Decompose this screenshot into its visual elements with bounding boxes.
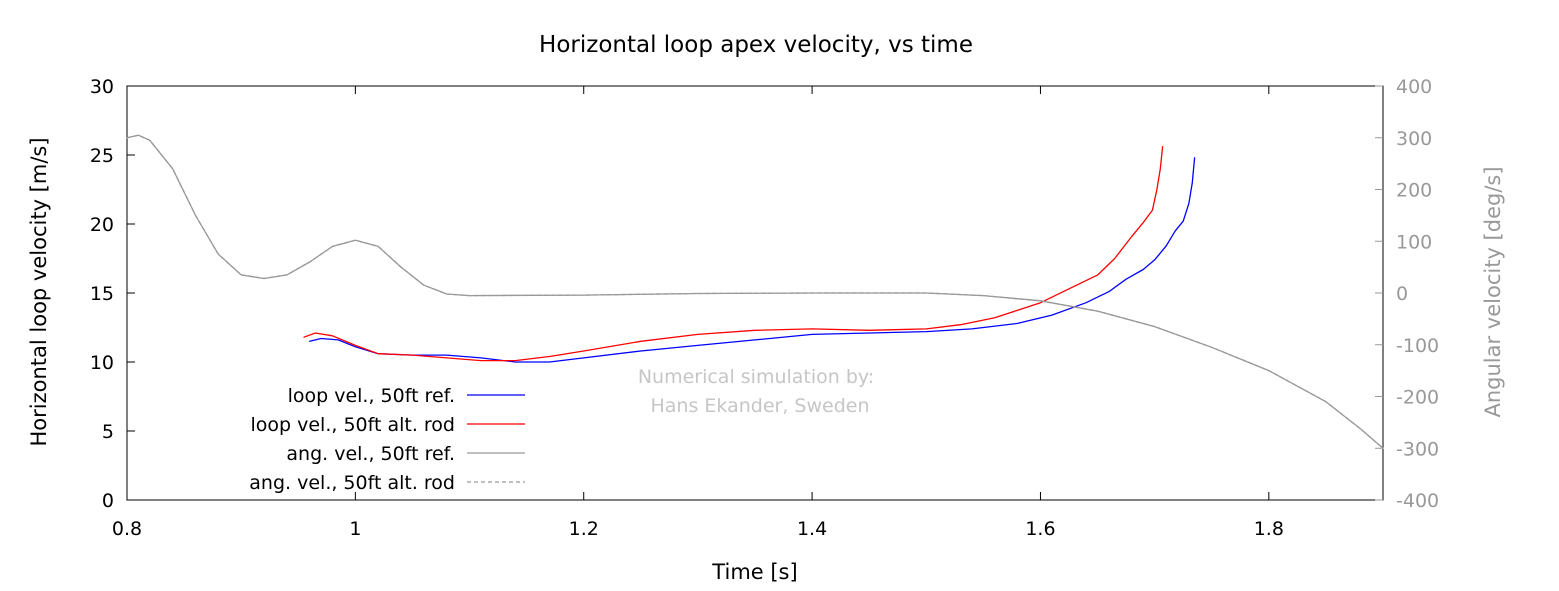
y-tick-label: 30 [90,76,114,98]
series-line-ang-vel-50ft-alt-rod [126,134,1384,449]
x-tick-label: 0.8 [112,518,142,540]
y-tick-label: 0 [102,490,114,512]
y2-tick-label: 300 [1396,128,1432,150]
legend: loop vel., 50ft ref. loop vel., 50ft alt.… [249,385,525,494]
y2-tick-label: -400 [1396,490,1439,512]
y-axis-ticks: 0 5 10 15 20 25 30 [90,76,135,512]
y2-tick-label: -200 [1396,387,1439,409]
y-axis-title: Horizontal loop velocity [m/s] [27,137,51,446]
x-axis-title: Time [s] [711,560,797,584]
y2-tick-label: -300 [1396,438,1439,460]
x-tick-label: 1.4 [797,518,827,540]
x-tick-label: 1.6 [1025,518,1055,540]
y2-tick-label: 400 [1396,76,1432,98]
chart-title: Horizontal loop apex velocity, vs time [539,32,973,58]
watermark-annotation: Numerical simulation by: Hans Ekander, S… [638,366,874,417]
x-tick-label: 1.8 [1254,518,1284,540]
watermark-line-2: Hans Ekander, Sweden [651,395,870,417]
x-tick-label: 1 [349,518,361,540]
series-layer [126,134,1384,449]
y2-axis-title: Angular velocity [deg/s] [1481,166,1505,417]
series-line-loop-vel-50ft-alt-rod [303,146,1164,362]
x-tick-label: 1.2 [569,518,599,540]
y2-tick-label: -100 [1396,335,1439,357]
y-tick-label: 15 [90,283,114,305]
y-tick-label: 20 [90,214,114,236]
watermark-line-1: Numerical simulation by: [638,366,874,388]
legend-label: ang. vel., 50ft ref. [286,443,455,465]
y2-axis-ticks: -400 -300 -200 -100 0 100 200 300 400 [1375,76,1439,512]
y-tick-label: 25 [90,145,114,167]
y-tick-label: 10 [90,352,114,374]
y2-tick-label: 0 [1396,283,1408,305]
y2-tick-label: 100 [1396,231,1432,253]
series-line-loop-vel-50ft-ref [309,157,1196,363]
y2-tick-label: 200 [1396,180,1432,202]
legend-label: ang. vel., 50ft alt. rod [249,472,455,494]
x-axis-ticks: 0.8 1 1.2 1.4 1.6 1.8 [112,86,1284,540]
legend-label: loop vel., 50ft alt. rod [250,414,455,436]
legend-label: loop vel., 50ft ref. [288,385,455,407]
y-tick-label: 5 [102,421,114,443]
